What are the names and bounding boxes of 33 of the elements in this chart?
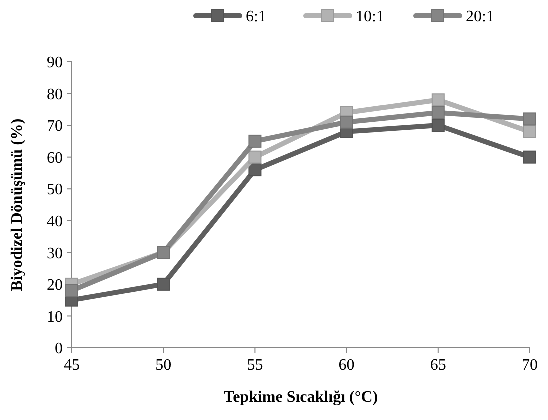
point	[66, 284, 78, 298]
legend-label: 10:1	[356, 8, 384, 26]
y-tick-label: 80	[47, 86, 63, 104]
y-tick-label: 70	[47, 118, 63, 136]
point	[248, 134, 262, 148]
x-tick-label: 70	[522, 357, 538, 374]
y-tick-label: 90	[47, 54, 63, 72]
y-tick-label: 60	[47, 150, 63, 167]
point	[248, 164, 262, 177]
legend-label: 20:1	[466, 8, 494, 26]
legend-label: 6:1	[246, 8, 266, 26]
point	[157, 278, 170, 291]
x-tick-label: 55	[247, 357, 264, 374]
point	[524, 112, 536, 126]
point	[524, 125, 536, 138]
y-axis-title: Biyodizel Dönüşümü (%)	[9, 118, 26, 292]
x-axis-title: Tepkime Sıcaklığı (°C)	[224, 389, 378, 406]
x-tick-label: 45	[64, 357, 80, 374]
point	[432, 106, 445, 120]
y-tick-label: 30	[47, 245, 63, 262]
x-tick-label: 50	[156, 357, 172, 374]
y-tick-label: 20	[47, 277, 63, 294]
x-tick-label: 65	[430, 357, 446, 374]
y-tick-label: 0	[55, 340, 63, 358]
point	[340, 116, 354, 129]
y-tick-label: 10	[47, 308, 63, 326]
point	[248, 150, 262, 164]
x-tick-label: 60	[338, 357, 355, 374]
y-tick-label: 40	[47, 213, 63, 230]
point	[432, 119, 445, 132]
y-tick-label: 50	[47, 182, 63, 199]
point	[432, 94, 445, 107]
point	[524, 150, 536, 164]
